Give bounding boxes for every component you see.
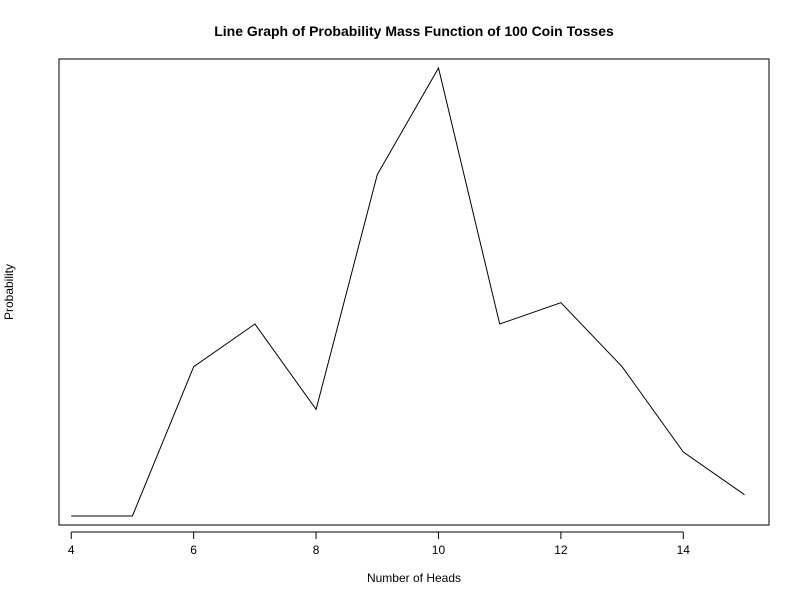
x-tick-label: 14 — [677, 543, 691, 557]
x-tick-label: 4 — [68, 543, 75, 557]
x-tick-label: 10 — [432, 543, 446, 557]
x-axis: 4 6 8 10 12 14 — [68, 531, 691, 557]
x-tick-label: 6 — [190, 543, 197, 557]
x-tick-label: 8 — [313, 543, 320, 557]
series-line-0 — [71, 66, 745, 517]
x-axis-label: Number of Heads — [367, 571, 461, 585]
series-layer — [71, 66, 745, 517]
plot-frame — [58, 58, 770, 526]
chart-title: Line Graph of Probability Mass Function … — [214, 23, 614, 39]
x-tick-label: 12 — [554, 543, 568, 557]
y-axis-label: Probability — [2, 264, 16, 320]
